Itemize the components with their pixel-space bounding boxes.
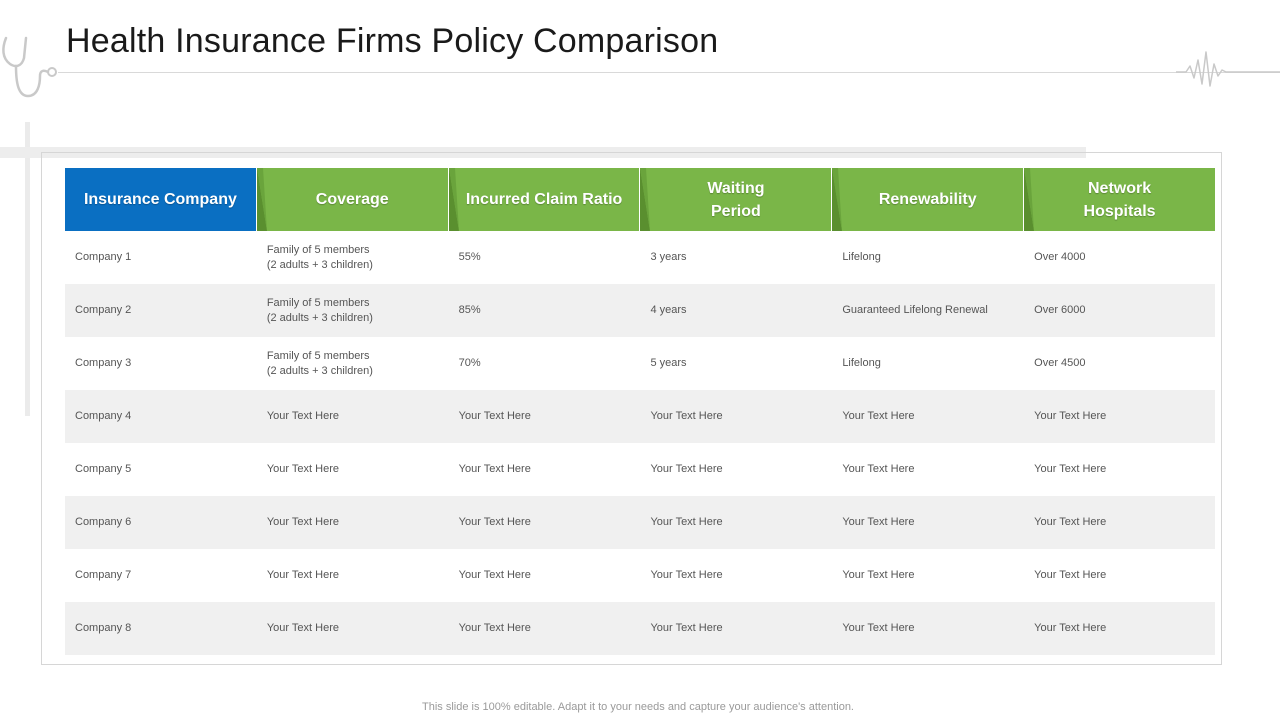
- cell-renewability: Your Text Here: [842, 410, 915, 422]
- header-network-hospitals: Network Hospitals: [1024, 168, 1215, 231]
- cell-claim-ratio: 55%: [458, 251, 481, 263]
- decorative-vertical-bar: [25, 122, 30, 416]
- cell-network-hospitals: Your Text Here: [1034, 622, 1107, 634]
- cell-renewability: Your Text Here: [842, 569, 915, 581]
- cell-waiting-period: 5 years: [650, 357, 687, 369]
- coverage-line-2: (2 adults + 3 children): [266, 311, 373, 324]
- cell-waiting-period: 3 years: [650, 251, 687, 263]
- cell-renewability: Guaranteed Lifelong Renewal: [842, 304, 988, 316]
- cell-company: Company 3: [75, 357, 132, 369]
- header-incurred-claim-ratio: Incurred Claim Ratio: [448, 168, 640, 231]
- footer-note: This slide is 100% editable. Adapt it to…: [422, 701, 854, 713]
- header-fold-shape: [448, 168, 459, 231]
- header-renewability: Renewability: [832, 168, 1024, 231]
- cell-company: Company 8: [75, 622, 132, 634]
- stethoscope-icon: [2, 36, 57, 98]
- cell-renewability: Your Text Here: [842, 463, 915, 475]
- cell-claim-ratio: Your Text Here: [458, 569, 531, 581]
- table-frame: [41, 152, 1222, 665]
- cell-waiting-period: Your Text Here: [650, 569, 723, 581]
- header-fold-shape: [256, 168, 267, 231]
- cell-waiting-period: 4 years: [650, 304, 687, 316]
- cell-company: Company 2: [75, 304, 132, 316]
- header-fold-shape: [832, 168, 843, 231]
- cell-renewability: Lifelong: [842, 357, 881, 369]
- table-row: Company 1 Family of 5 members (2 adults +…: [65, 231, 1215, 284]
- cell-network-hospitals: Your Text Here: [1034, 410, 1107, 422]
- header-label: Renewability: [878, 191, 977, 208]
- cell-claim-ratio: 85%: [458, 304, 481, 316]
- cell-company: Company 5: [75, 463, 132, 475]
- cell-company: Company 4: [75, 410, 132, 422]
- header-label: Coverage: [315, 191, 389, 208]
- cell-coverage: Family of 5 members (2 adults + 3 childre…: [257, 349, 448, 379]
- cell-claim-ratio: Your Text Here: [458, 516, 531, 528]
- table-row: Company 3 Family of 5 members (2 adults +…: [65, 337, 1215, 390]
- cell-company: Company 1: [75, 251, 132, 263]
- table-row: Company 7 Your Text Here Your Text Here …: [65, 549, 1215, 602]
- cell-coverage: Your Text Here: [266, 410, 339, 422]
- table-row: Company 6 Your Text Here Your Text Here …: [65, 496, 1215, 549]
- table-header-row: Insurance Company Coverage Incurred Clai…: [65, 168, 1215, 231]
- comparison-table: Insurance Company Coverage Incurred Clai…: [65, 168, 1215, 655]
- cell-network-hospitals: Your Text Here: [1034, 569, 1107, 581]
- header-waiting-period: Waiting Period: [640, 168, 832, 231]
- cell-waiting-period: Your Text Here: [650, 410, 723, 422]
- cell-claim-ratio: 70%: [458, 357, 481, 369]
- cell-coverage: Your Text Here: [266, 463, 339, 475]
- header-label: Network Hospitals: [1083, 179, 1156, 220]
- header-label: Insurance Company: [83, 191, 237, 208]
- title-divider: [58, 72, 1280, 73]
- cell-claim-ratio: Your Text Here: [458, 410, 531, 422]
- header-fold-shape: [640, 168, 651, 231]
- page-title: Health Insurance Firms Policy Comparison: [66, 22, 719, 60]
- cell-renewability: Lifelong: [842, 251, 881, 263]
- header-label: Waiting Period: [707, 179, 765, 220]
- cell-coverage: Your Text Here: [266, 516, 339, 528]
- cell-network-hospitals: Over 6000: [1034, 304, 1086, 316]
- cell-coverage: Family of 5 members (2 adults + 3 childre…: [257, 296, 448, 326]
- table-row: Company 2 Family of 5 members (2 adults +…: [65, 284, 1215, 337]
- coverage-line-1: Family of 5 members: [266, 243, 370, 256]
- cell-network-hospitals: Your Text Here: [1034, 463, 1107, 475]
- cell-claim-ratio: Your Text Here: [458, 622, 531, 634]
- header-insurance-company: Insurance Company: [65, 168, 256, 231]
- cell-network-hospitals: Over 4500: [1034, 357, 1086, 369]
- cell-coverage: Your Text Here: [266, 569, 339, 581]
- cell-claim-ratio: Your Text Here: [458, 463, 531, 475]
- coverage-line-2: (2 adults + 3 children): [266, 258, 373, 271]
- heartbeat-line-icon: [1176, 51, 1280, 87]
- cell-waiting-period: Your Text Here: [650, 463, 723, 475]
- cell-renewability: Your Text Here: [842, 516, 915, 528]
- header-label: Incurred Claim Ratio: [465, 191, 623, 208]
- coverage-line-1: Family of 5 members: [266, 296, 370, 309]
- cell-network-hospitals: Over 4000: [1034, 251, 1086, 263]
- cell-coverage: Your Text Here: [266, 622, 339, 634]
- cell-network-hospitals: Your Text Here: [1034, 516, 1107, 528]
- cell-waiting-period: Your Text Here: [650, 516, 723, 528]
- coverage-line-2: (2 adults + 3 children): [266, 364, 373, 377]
- table-row: Company 5 Your Text Here Your Text Here …: [65, 443, 1215, 496]
- coverage-line-1: Family of 5 members: [266, 349, 370, 362]
- table-row: Company 4 Your Text Here Your Text Here …: [65, 390, 1215, 443]
- cell-waiting-period: Your Text Here: [650, 622, 723, 634]
- header-coverage: Coverage: [256, 168, 448, 231]
- cell-company: Company 6: [75, 516, 132, 528]
- cell-renewability: Your Text Here: [842, 622, 915, 634]
- table-row: Company 8 Your Text Here Your Text Here …: [65, 602, 1215, 655]
- cell-company: Company 7: [75, 569, 132, 581]
- cell-coverage: Family of 5 members (2 adults + 3 childre…: [257, 243, 448, 273]
- header-fold-shape: [1024, 168, 1035, 231]
